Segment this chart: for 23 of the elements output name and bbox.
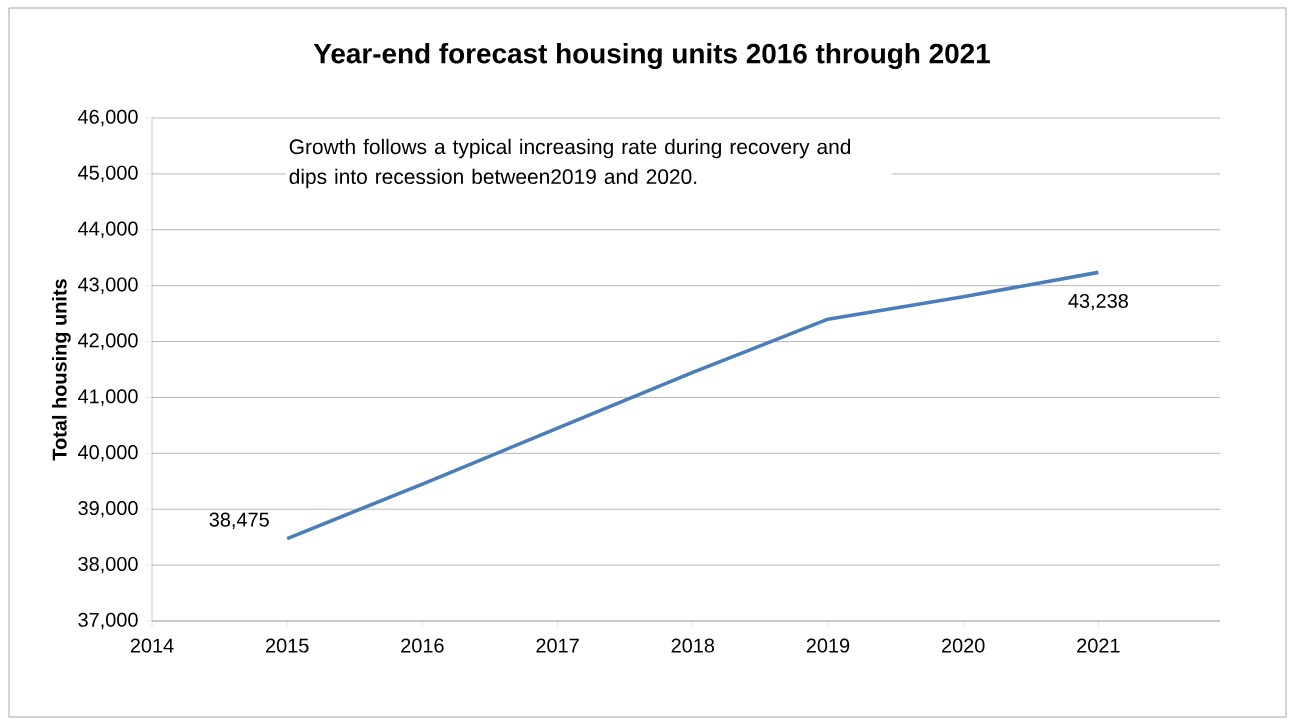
y-tick-label: 45,000: [78, 165, 138, 183]
x-tick-label: 2018: [671, 638, 715, 653]
y-tick-label: 40,000: [78, 445, 138, 462]
x-tick-label: 2019: [806, 638, 850, 653]
y-tick-label: 38,000: [78, 556, 138, 574]
x-tick-label: 2021: [1077, 638, 1120, 653]
data-label: 38,475: [209, 512, 269, 530]
y-tick-label: 42,000: [78, 333, 138, 350]
annotation: Growth follows a typical increasing rate during recovery and dips into recession between2019 and 2020.: [289, 138, 851, 189]
y-tick-label: 44,000: [78, 221, 138, 239]
x-tick-label: 2016: [401, 638, 444, 653]
x-tick-label: 2020: [942, 638, 985, 653]
y-axis-title: Total housing units: [52, 279, 71, 461]
x-tick-label: 2014: [130, 638, 174, 653]
y-tick-label: 39,000: [78, 501, 138, 518]
y-tick-label: 46,000: [78, 109, 138, 127]
x-tick-label: 2017: [536, 638, 579, 653]
chart-title: Year-end forecast housing units 2016 through 2021: [313, 42, 990, 70]
y-tick-label: 41,000: [78, 389, 138, 406]
x-tick-label: 2015: [266, 638, 309, 653]
y-tick-label: 43,000: [78, 277, 138, 294]
y-tick-label: 37,000: [78, 612, 138, 630]
data-label: 43,238: [1068, 293, 1128, 311]
